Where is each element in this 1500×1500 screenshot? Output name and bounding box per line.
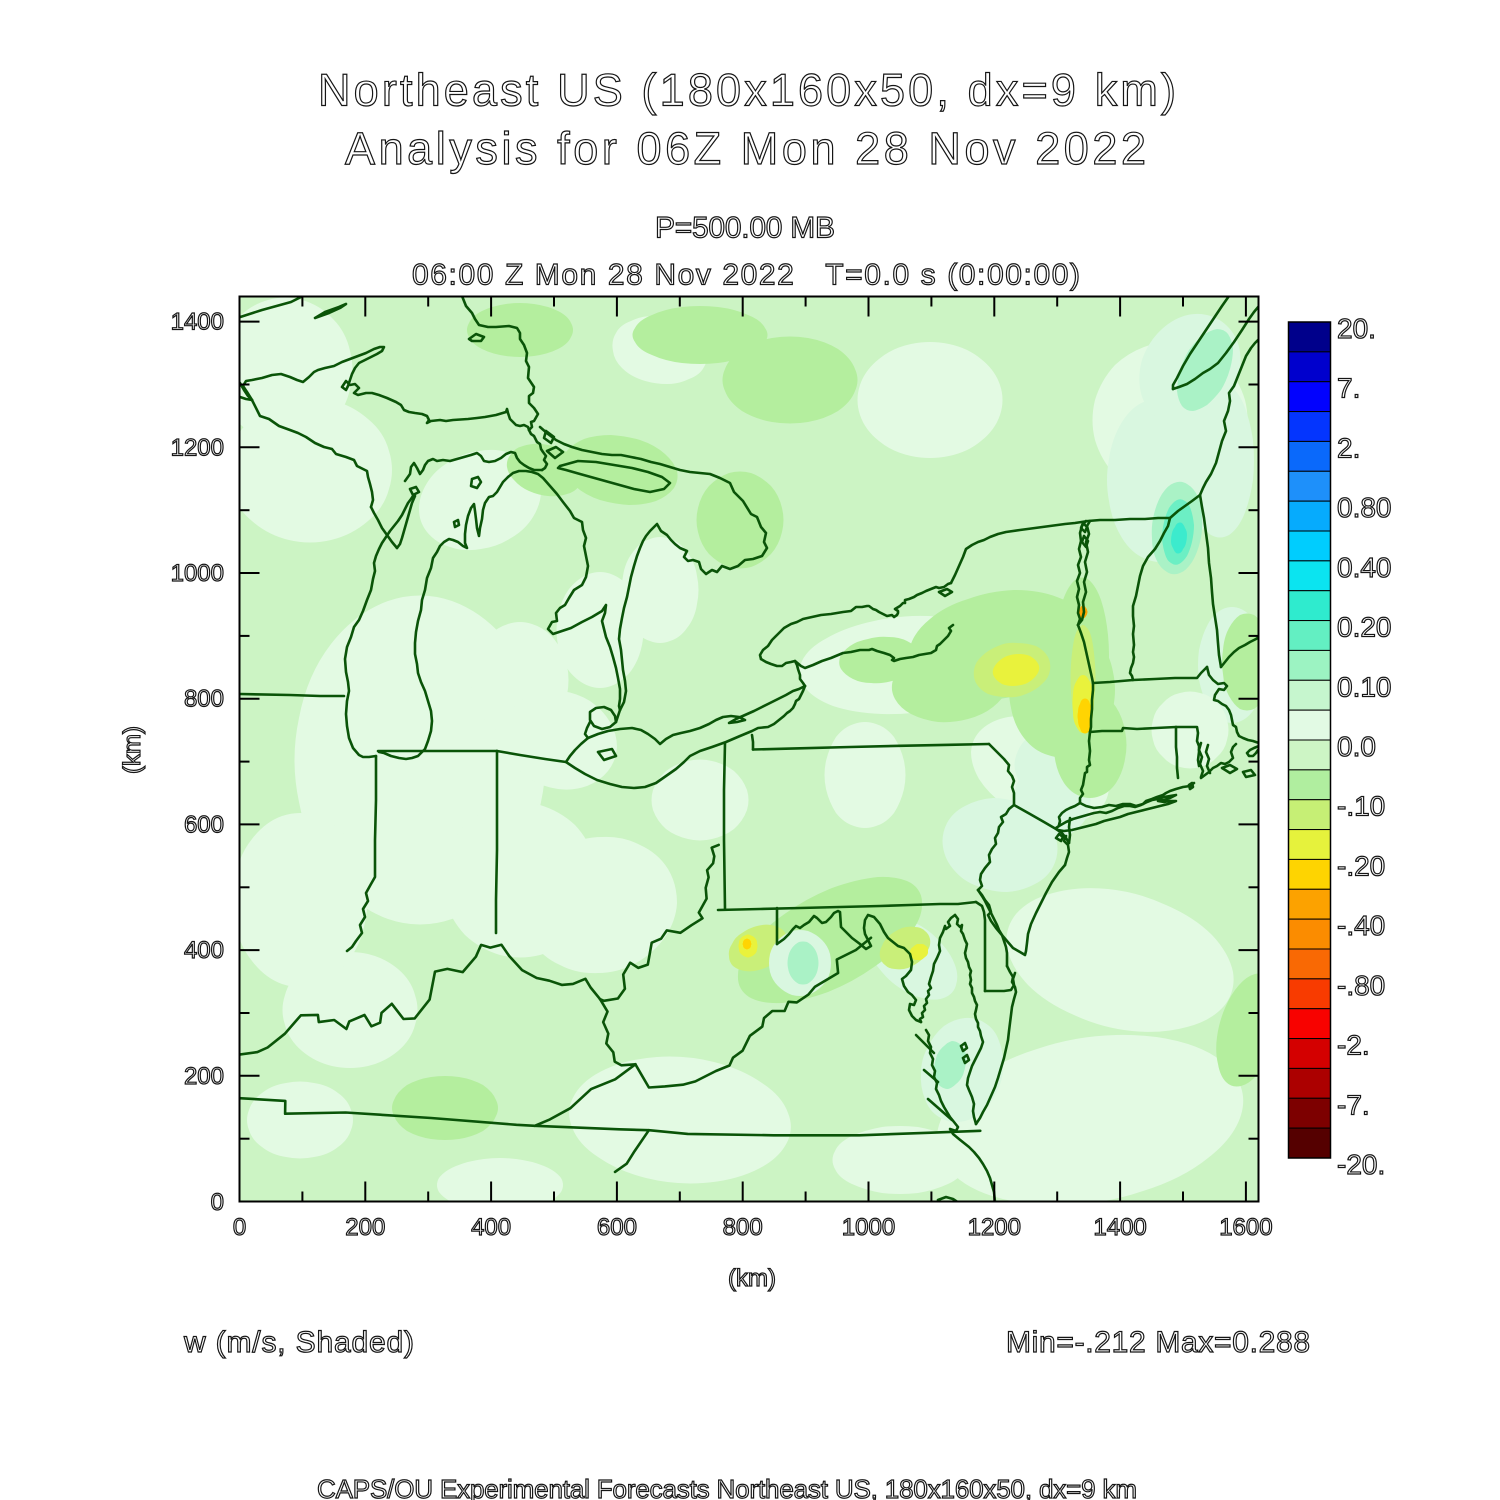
svg-text:(km): (km) [119, 726, 146, 774]
svg-text:06:00 Z Mon 28 Nov 2022 T=0.: 06:00 Z Mon 28 Nov 2022 T=0.0 s (0:00:00… [412, 259, 1080, 292]
svg-text:7.: 7. [1337, 373, 1360, 404]
svg-text:0: 0 [233, 1214, 246, 1241]
svg-text:CAPS/OU Experimental Forecasts: CAPS/OU Experimental Forecasts Northeast… [317, 1474, 1137, 1500]
svg-text:1200: 1200 [968, 1214, 1021, 1241]
svg-text:0.20: 0.20 [1337, 612, 1392, 643]
svg-text:0.40: 0.40 [1337, 552, 1392, 583]
svg-text:-.10: -.10 [1337, 791, 1385, 822]
svg-text:20.: 20. [1337, 313, 1376, 344]
svg-text:-2.: -2. [1337, 1030, 1370, 1061]
svg-text:(km): (km) [728, 1265, 776, 1292]
svg-text:800: 800 [184, 686, 224, 713]
svg-text:1400: 1400 [1093, 1214, 1146, 1241]
svg-text:0: 0 [211, 1189, 224, 1216]
svg-text:1000: 1000 [842, 1214, 895, 1241]
svg-text:800: 800 [723, 1214, 763, 1241]
svg-text:-.20: -.20 [1337, 850, 1385, 881]
svg-text:0.10: 0.10 [1337, 671, 1392, 702]
svg-text:-.40: -.40 [1337, 910, 1385, 941]
svg-text:-20.: -20. [1337, 1149, 1385, 1180]
svg-text:-.80: -.80 [1337, 970, 1385, 1001]
svg-text:0.80: 0.80 [1337, 492, 1392, 523]
svg-text:0.0: 0.0 [1337, 731, 1376, 762]
svg-text:-7.: -7. [1337, 1089, 1370, 1120]
svg-text:2.: 2. [1337, 432, 1360, 463]
svg-text:600: 600 [184, 811, 224, 838]
svg-text:200: 200 [345, 1214, 385, 1241]
svg-text:1400: 1400 [171, 309, 224, 336]
svg-text:Min=-.212 Max=0.288: Min=-.212 Max=0.288 [1006, 1326, 1310, 1359]
svg-text:w (m/s, Shaded): w (m/s, Shaded) [183, 1326, 414, 1359]
svg-text:1000: 1000 [171, 560, 224, 587]
svg-text:600: 600 [597, 1214, 637, 1241]
svg-text:Northeast US (180x160x50, dx=9: Northeast US (180x160x50, dx=9 km) [318, 65, 1176, 116]
svg-text:1600: 1600 [1219, 1214, 1272, 1241]
svg-text:200: 200 [184, 1063, 224, 1090]
svg-text:P=500.00 MB: P=500.00 MB [655, 212, 835, 245]
svg-text:400: 400 [471, 1214, 511, 1241]
svg-text:400: 400 [184, 937, 224, 964]
svg-text:1200: 1200 [171, 434, 224, 461]
svg-text:Analysis for 06Z Mon 28 Nov 20: Analysis for 06Z Mon 28 Nov 2022 [345, 123, 1146, 174]
